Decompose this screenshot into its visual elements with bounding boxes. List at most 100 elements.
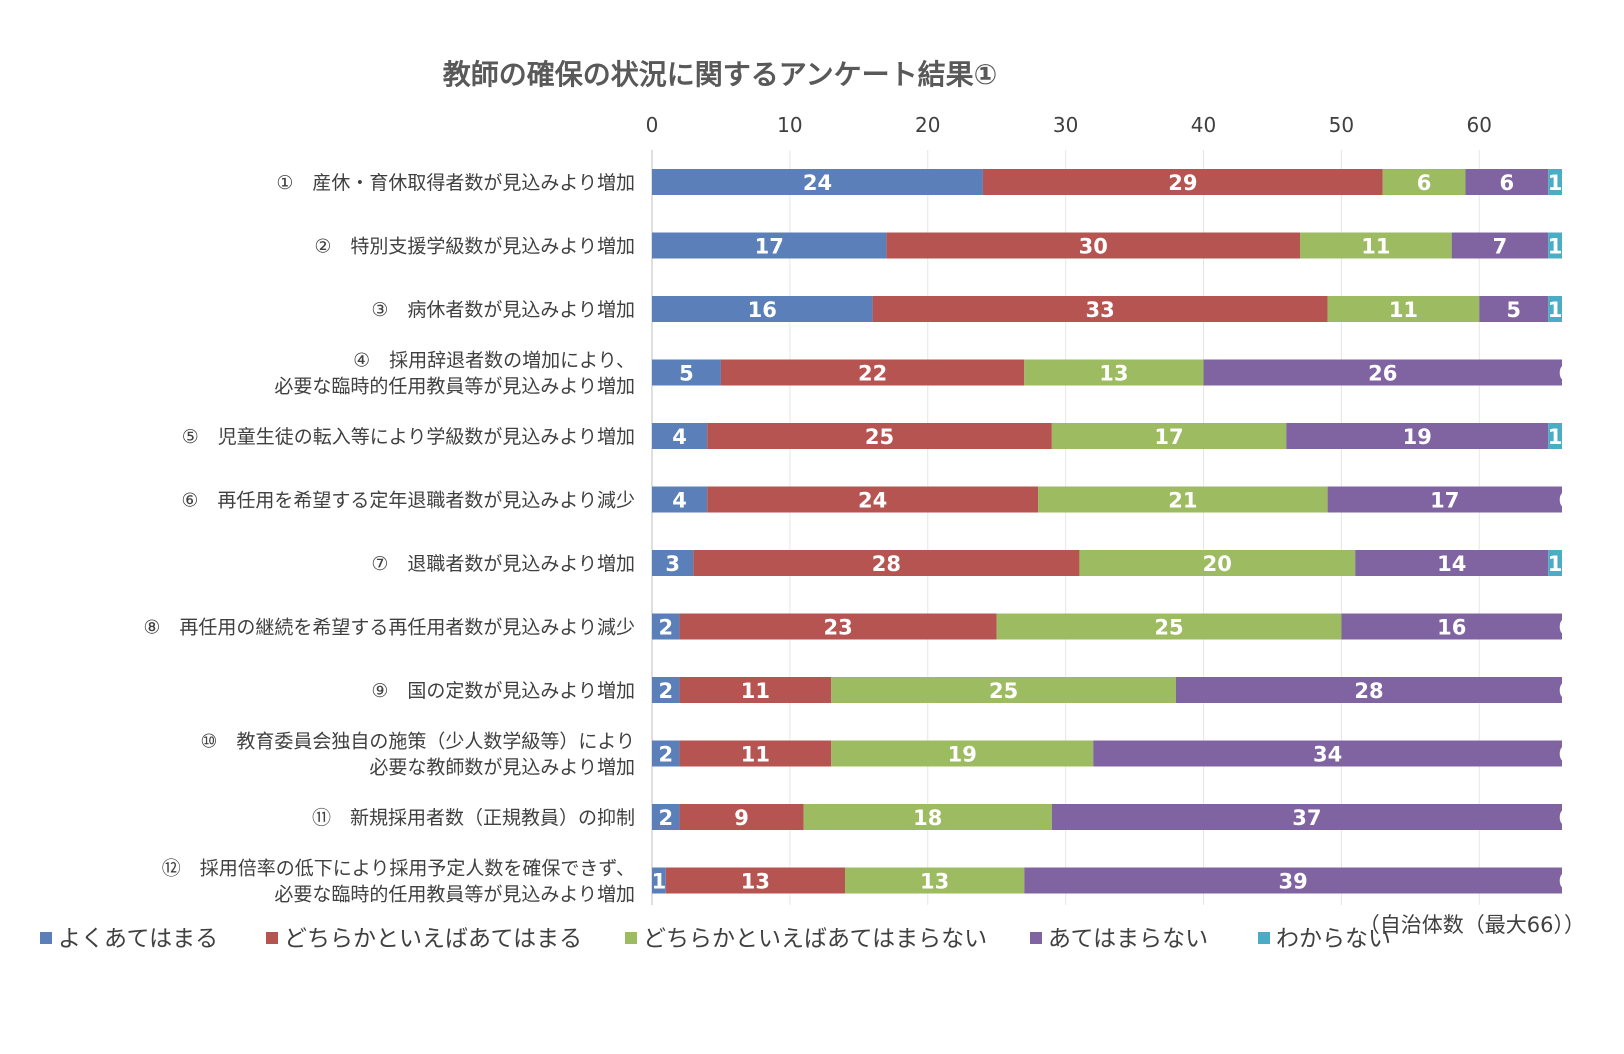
x-tick-label: 10 [777,113,802,137]
data-label: 7 [1493,235,1508,259]
data-label: 1 [1548,425,1563,449]
data-label: 14 [1437,552,1466,576]
data-label: 4 [672,489,687,513]
legend-swatch [625,932,637,944]
data-label: 18 [913,806,942,830]
bar-segment [693,550,1080,576]
category-label: ② 特別支援学級数が見込みより増加 [314,236,635,258]
data-label: 26 [1368,362,1397,386]
data-labels: 24 29 6 6 117 30 11 7 116 33 11 5 15 22 13 26 04 25 17 19 14… [652,171,1574,894]
bar-segment [652,232,887,259]
bar-segment [1355,550,1549,576]
data-label: 19 [1403,425,1432,449]
data-label: 1 [1548,298,1563,322]
bar-segment [707,423,1052,449]
data-label: 2 [658,806,673,830]
data-label: 28 [1354,679,1383,703]
bar-segment [679,677,832,703]
bar-segment [831,740,1094,767]
bar-segment [1175,677,1562,703]
bar-segment [1024,359,1204,386]
bar-segment [1327,296,1480,322]
bar-segment [707,486,1039,513]
category-label: ⑤ 児童生徒の転入等により学級数が見込みより増加 [182,426,635,448]
data-label: 17 [755,235,784,259]
bar-segment [831,677,1176,703]
data-label: 16 [748,298,777,322]
category-label: ③ 病休者数が見込みより増加 [371,299,635,321]
category-label: ① 産休・育休取得者数が見込みより増加 [276,172,635,194]
unit-note: （自治体数（最大66）） [1359,913,1585,937]
x-tick-label: 0 [646,113,659,137]
data-label: 37 [1292,806,1321,830]
bar-segment [1548,550,1562,576]
data-label: 6 [1500,171,1515,195]
bar-segment [652,677,680,703]
bar-segment [1203,359,1562,386]
bar-segment [1451,232,1549,259]
bar-segment [652,359,721,386]
data-label: 25 [989,679,1018,703]
data-label: 34 [1313,743,1342,767]
legend-swatch [266,932,278,944]
bar-segment [996,613,1342,640]
bar-segment [652,296,873,322]
bar-segment [872,296,1328,322]
data-label: 13 [741,870,770,894]
bar-segment [1341,613,1562,640]
bar-segment [720,359,1025,386]
data-label: 17 [1430,489,1459,513]
bar-segment [1038,486,1328,513]
data-label: 22 [858,362,887,386]
bar-segment [1382,169,1466,195]
bar-segment [845,867,1025,894]
category-label: ⑨ 国の定数が見込みより増加 [371,680,635,702]
data-label: 24 [858,489,887,513]
x-tick-label: 40 [1191,113,1216,137]
data-label: 1 [1548,171,1563,195]
data-label: 19 [948,743,977,767]
data-label: 0 [1559,489,1574,513]
data-label: 16 [1437,616,1466,640]
data-label: 11 [1361,235,1390,259]
bar-segment [652,740,680,767]
data-label: 20 [1203,552,1232,576]
bar-segment [652,804,680,830]
bar-segment [679,804,804,830]
data-label: 1 [1548,235,1563,259]
data-label: 1 [1548,552,1563,576]
bar-segment [1479,296,1549,322]
bar-segment [652,169,983,195]
data-label: 5 [679,362,694,386]
data-label: 0 [1559,679,1574,703]
category-label: ⑥ 再任用を希望する定年退職者数が見込みより減少 [181,490,635,512]
bar-segment [886,232,1301,259]
data-label: 30 [1079,235,1108,259]
bar-segment [652,550,694,576]
data-label: 5 [1506,298,1521,322]
category-label: ⑦ 退職者数が見込みより増加 [371,553,635,575]
category-label: ④ 採用辞退者数の増加により、 [353,350,635,372]
legend-swatch [1030,932,1042,944]
bar-segment [679,613,997,640]
data-label: 0 [1559,870,1574,894]
data-label: 3 [665,552,680,576]
bar-segment [1548,296,1562,322]
category-labels: ① 産休・育休取得者数が見込みより増加 ② 特別支援学級数が見込みより増加 ③ 病休… [143,172,635,906]
bar-segment [652,423,708,449]
data-label: 21 [1168,489,1197,513]
legend-swatch [40,932,52,944]
bar-segment [679,740,832,767]
category-label: ⑩ 教育委員会独自の施策（少人数学級等）により [200,731,635,753]
data-label: 6 [1417,171,1432,195]
bar-segment [1327,486,1562,513]
data-label: 0 [1559,743,1574,767]
x-tick-label: 50 [1329,113,1354,137]
data-label: 24 [803,171,832,195]
data-label: 2 [658,616,673,640]
legend: よくあてはまる どちらかといえばあてはまる どちらかといえばあてはまらない あてはまら… [40,926,1391,952]
category-label: 必要な臨時的任用教員等が見込みより増加 [274,376,635,398]
data-label: 23 [824,616,853,640]
data-label: 0 [1559,616,1574,640]
